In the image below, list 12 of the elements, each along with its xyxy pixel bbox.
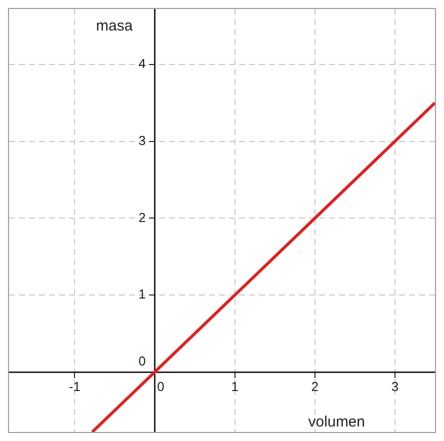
x-tick-label: 1 — [231, 379, 238, 394]
y-tick-label: 2 — [138, 210, 146, 225]
y-tick-label: 4 — [138, 56, 146, 71]
y-tick-label: 3 — [138, 132, 146, 148]
x-tick-label: 2 — [311, 379, 319, 394]
y-tick-label: 1 — [138, 286, 146, 302]
x-axis-title: volumen — [308, 414, 365, 431]
x-tick-label: -1 — [68, 379, 80, 394]
x-tick-label: 0 — [157, 379, 164, 394]
y-tick-label: 0 — [138, 354, 146, 369]
x-tick-label: 3 — [391, 379, 399, 394]
y-axis-title: masa — [96, 18, 134, 35]
